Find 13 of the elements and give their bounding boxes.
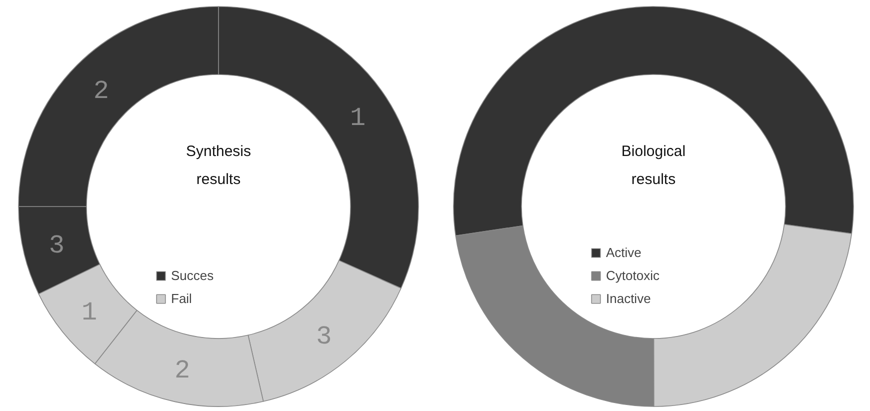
slice-label: 3 bbox=[316, 322, 332, 352]
slice-label: 2 bbox=[174, 356, 190, 386]
text: Biological results bbox=[621, 143, 686, 188]
slice-label: 2 bbox=[93, 76, 109, 106]
slice-label: 3 bbox=[48, 230, 65, 261]
text: Synthesis results bbox=[186, 143, 252, 188]
legend-label: Cytotoxic bbox=[606, 268, 660, 283]
text: Succes bbox=[171, 268, 214, 283]
legend-label: Active bbox=[606, 245, 642, 260]
legend-label: 1 bbox=[81, 298, 98, 328]
slice-label: 1 bbox=[350, 103, 366, 134]
text: Fail bbox=[171, 291, 192, 306]
legend-label: Inactive bbox=[606, 291, 651, 306]
